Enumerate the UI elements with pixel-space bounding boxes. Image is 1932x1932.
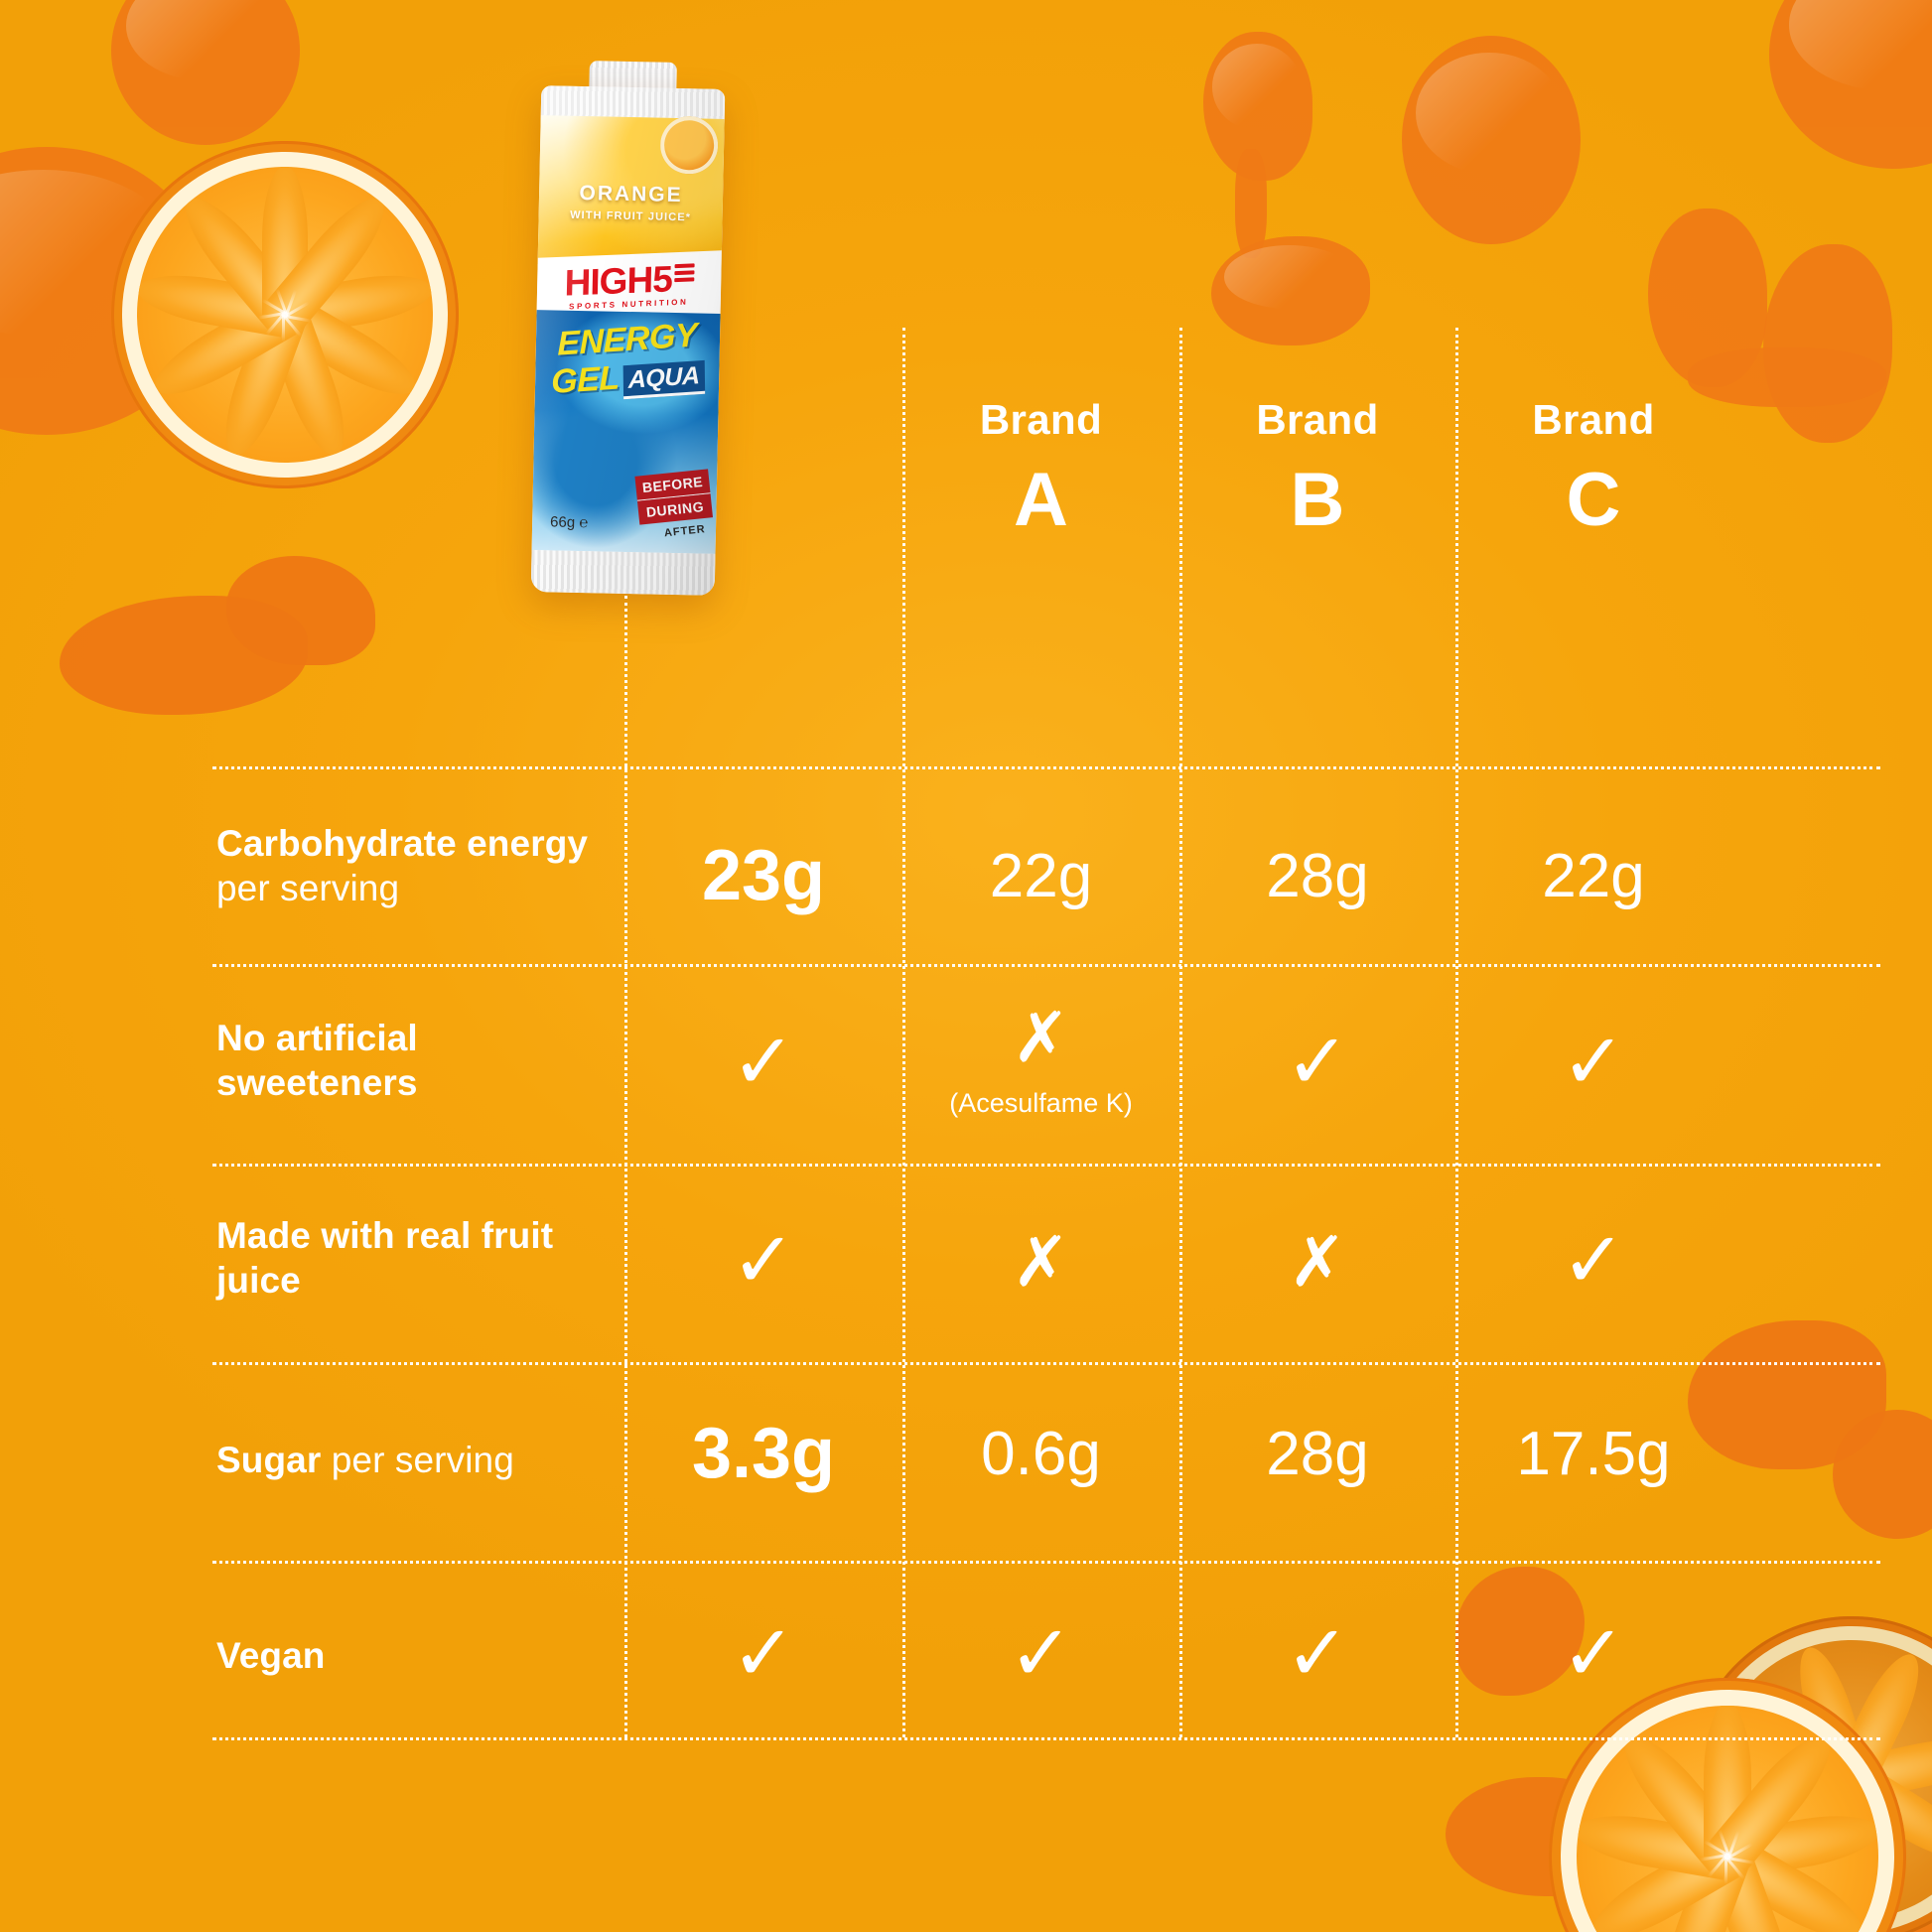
- mark-sweeteners-brand-b: ✓: [1285, 1018, 1350, 1105]
- mark-sweeteners-brand-a: ✗: [1012, 999, 1070, 1076]
- grid-divider-row-4: [212, 1561, 1880, 1564]
- column-header-brand-b-letter: B: [1290, 458, 1345, 542]
- mark-vegan-brand-c: ✓: [1561, 1609, 1626, 1697]
- column-header-brand-a-letter: A: [1014, 458, 1068, 542]
- cell-sugar-high5: 3.3g: [691, 1414, 836, 1493]
- row-label-carbohydrate-energy-light: per serving: [216, 868, 400, 909]
- gel-blob-top-center-lower: [1211, 236, 1370, 345]
- column-header-brand-c: Brand C: [1455, 399, 1731, 538]
- row-label-sugar: Sugar per serving: [216, 1438, 614, 1482]
- grid-divider-row-5: [212, 1737, 1880, 1740]
- mark-vegan-brand-b: ✓: [1285, 1609, 1350, 1697]
- mark-fruit-juice-brand-c: ✓: [1561, 1216, 1626, 1304]
- mark-vegan-brand-a: ✓: [1008, 1609, 1074, 1697]
- cell-sugar-brand-b: 28g: [1266, 1420, 1369, 1488]
- mark-vegan-high5: ✓: [731, 1609, 796, 1697]
- row-label-made-with-real-fruit-juice: Made with real fruit juice: [216, 1213, 614, 1303]
- row-label-no-artificial-sweeteners-strong: No artificial sweeteners: [216, 1018, 418, 1104]
- gel-blob-right-bridge: [1688, 347, 1886, 407]
- cell-carbohydrate-brand-c: 22g: [1542, 842, 1645, 910]
- gel-blob-left-swoosh-tail: [226, 556, 375, 665]
- grid-divider-row-3: [212, 1362, 1880, 1365]
- column-header-brand-c-letter: C: [1566, 458, 1621, 542]
- grid-divider-col-2: [902, 328, 905, 1737]
- row-label-made-with-real-fruit-juice-strong: Made with real fruit juice: [216, 1215, 554, 1302]
- mark-fruit-juice-brand-b: ✗: [1288, 1223, 1347, 1301]
- grid-divider-col-1: [624, 596, 627, 1737]
- mark-sweeteners-brand-c: ✓: [1561, 1018, 1626, 1105]
- column-header-brand-a-label: Brand: [979, 396, 1103, 443]
- gel-blob-top-center: [1203, 32, 1312, 181]
- row-label-carbohydrate-energy: Carbohydrate energy per serving: [216, 821, 614, 910]
- cell-carbohydrate-high5: 23g: [701, 836, 826, 915]
- row-label-vegan-strong: Vegan: [216, 1635, 326, 1676]
- cell-carbohydrate-brand-b: 28g: [1266, 842, 1369, 910]
- cell-carbohydrate-brand-a: 22g: [989, 842, 1093, 910]
- column-header-brand-a: Brand A: [902, 399, 1179, 538]
- note-sweeteners-brand-a: (Acesulfame K): [949, 1088, 1133, 1118]
- row-label-carbohydrate-energy-strong: Carbohydrate energy: [216, 823, 589, 864]
- gel-blob-right-mid-tail: [1833, 1410, 1932, 1539]
- column-header-brand-b: Brand B: [1179, 399, 1455, 538]
- cell-sugar-brand-c: 17.5g: [1516, 1420, 1671, 1488]
- grid-divider-row-top: [212, 766, 1880, 769]
- row-label-vegan: Vegan: [216, 1633, 614, 1678]
- cell-sugar-brand-a: 0.6g: [981, 1420, 1101, 1488]
- gel-blob-top-left-small: [111, 0, 300, 145]
- column-header-brand-b-label: Brand: [1256, 396, 1379, 443]
- mark-sweeteners-high5: ✓: [731, 1018, 796, 1105]
- row-label-sugar-strong: Sugar: [216, 1440, 322, 1480]
- grid-divider-row-1: [212, 964, 1880, 967]
- mark-fruit-juice-brand-a: ✗: [1012, 1223, 1070, 1301]
- grid-divider-col-4: [1455, 328, 1458, 1737]
- mark-fruit-juice-high5: ✓: [731, 1216, 796, 1304]
- gel-blob-right-wave-2: [1763, 244, 1892, 443]
- row-label-no-artificial-sweeteners: No artificial sweeteners: [216, 1016, 614, 1105]
- gel-blob-top-oval: [1402, 36, 1581, 244]
- grid-divider-row-2: [212, 1164, 1880, 1167]
- column-header-brand-c-label: Brand: [1532, 396, 1655, 443]
- grid-divider-col-3: [1179, 328, 1182, 1737]
- row-label-sugar-light: per serving: [321, 1440, 514, 1480]
